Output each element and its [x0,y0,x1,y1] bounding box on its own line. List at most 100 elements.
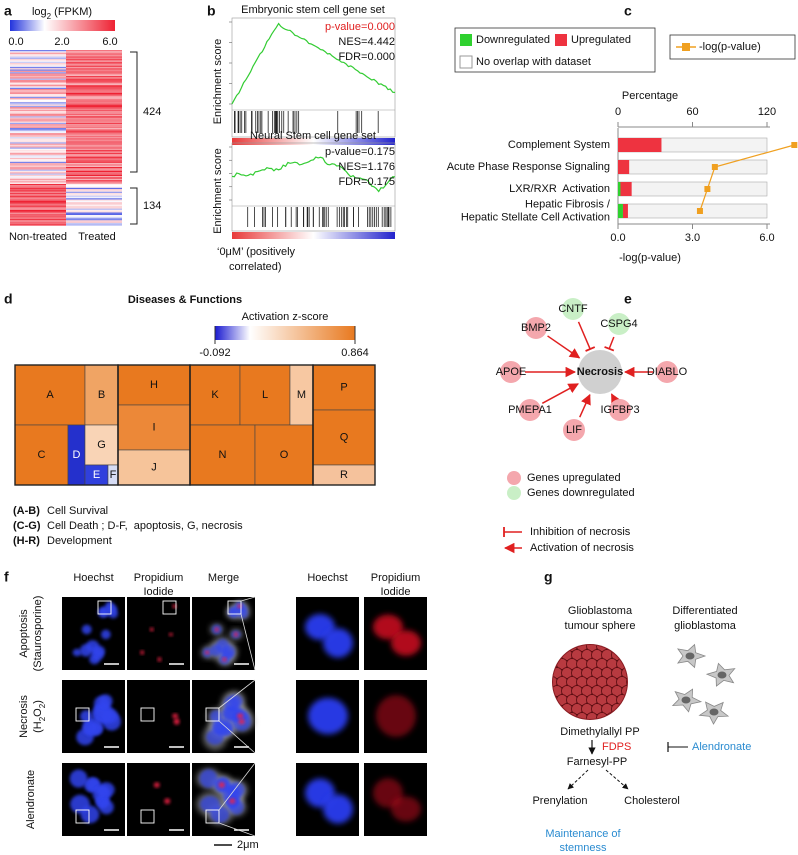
treemap-label: H [150,379,158,391]
heatmap-row [66,163,122,165]
heatmap-row [10,157,66,160]
color-scale [215,326,355,340]
cell-stain [233,632,238,637]
heatmap-row [10,126,66,129]
heatmap-row [66,124,122,126]
heatmap-row [66,82,122,84]
bar [622,204,628,218]
heatmap-row [66,152,122,155]
heatmap-row [10,118,66,121]
heatmap-row [10,219,66,221]
scale-bar-label: 2μm [237,839,259,851]
sphere-cells [553,645,643,719]
heatmap-row [10,111,66,113]
nucleus [709,708,719,716]
heatmap-row [10,221,66,223]
heatmap-row [66,139,122,142]
heatmap-row [10,55,66,57]
heatmap-row [66,137,122,139]
x-tick-label: 0 [615,106,621,118]
heatmap-row [10,183,66,186]
heatmap-row [66,103,122,105]
bar-background [617,159,768,175]
cell-stain [212,721,227,734]
heatmap-row [66,155,122,157]
heatmap-row [66,217,122,220]
heatmap-row [66,122,122,125]
gene-label: LIF [566,424,582,436]
heatmap-row [66,56,122,58]
heatmap-row [66,215,122,217]
treemap-cell [189,424,256,486]
heatmap-row [66,146,122,148]
p-value: p-value=0.175 [325,146,395,158]
cell-stain [140,650,145,655]
metabolite: Farnesyl-PP [567,756,628,768]
heatmap-row [66,200,122,203]
heatmap-row [10,107,66,109]
column-header: Iodide [381,586,411,598]
sphere-cell [626,676,627,688]
scale-title-sub: 2 [47,12,52,21]
heatmap-row [66,198,122,200]
heatmap-row [66,90,122,92]
heatmap-row [66,151,122,153]
heatmap-row [66,190,122,192]
heatmap-row [10,193,66,195]
heatmap-row [10,63,66,65]
heatmap-row [10,181,66,183]
heatmap-row [10,99,66,101]
rank-color-bar [232,232,395,239]
sphere-cell [556,645,568,652]
legend-label: Downregulated [476,34,550,46]
heatmap-row [66,65,122,67]
cell-stain [228,694,243,708]
heatmap-row [66,81,122,83]
treemap-label: O [280,449,289,461]
heatmap-row [10,212,66,214]
heatmap-row [66,178,122,181]
bar [618,160,630,174]
heatmap-row [10,105,66,108]
heatmap-row [10,220,66,222]
heatmap-row [10,133,66,135]
heatmap-row [66,111,122,113]
cell-stain [99,799,114,815]
heatmap-row [10,199,66,201]
heatmap-row [66,167,122,169]
center-node [578,350,622,394]
panel-label: d [4,291,13,307]
gene-node [608,313,630,335]
sphere-cell [626,712,627,719]
sphere-cell [632,686,643,697]
inhibition-bar [585,346,596,352]
heatmap-row [10,125,66,127]
panel-label: a [4,3,12,19]
heatmap-row [10,142,66,144]
column-label: Non-treated [9,231,67,243]
axis-label: -log(p-value) [619,252,681,264]
heatmap-row [10,224,66,226]
cell-stain [376,695,416,737]
enrichment-curve [231,22,396,105]
cell-stain [222,657,227,662]
micrograph [127,680,190,753]
heatmap-row [10,163,66,165]
heatmap-row [10,120,66,122]
heatmap-row [10,53,66,56]
gene-node [500,361,522,383]
cell-stain [323,628,353,658]
heatmap-row [10,115,66,117]
heatmap-row [66,160,122,162]
heatmap-row [66,195,122,197]
treemap-label: E [93,469,100,481]
zoom-box [140,809,155,824]
legend-down [507,486,521,500]
heatmap-row [10,147,66,149]
legend-text: Cell Survival [47,505,108,517]
heatmap-row [66,182,122,184]
heatmap-row [10,72,66,74]
row-label-formula: (H2O2) [32,700,47,733]
fdr: FDR=0.000 [338,51,395,63]
